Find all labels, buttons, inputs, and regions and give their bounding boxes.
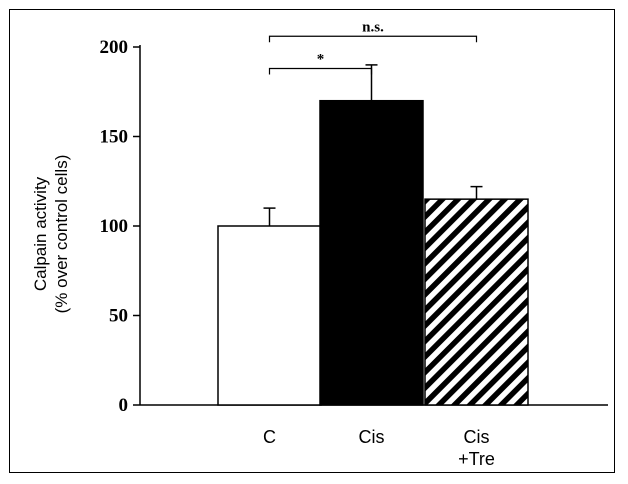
bars-layer [217,99,529,406]
y-tick-label: 0 [119,395,129,416]
bar-c [217,225,322,406]
significance-bracket [268,35,478,43]
bar-cis [319,99,424,406]
significance-label: * [317,51,325,67]
y-axis-label: Calpain activity (% over control cells) [31,155,71,314]
y-tick-label: 50 [109,306,128,327]
significance-layer: * n.s. [268,19,478,75]
y-tick-label: 150 [100,127,129,148]
y-tick-label: 200 [100,37,129,58]
error-bars-layer [263,64,483,226]
significance-bracket [268,67,373,75]
y-axis-label-line1: Calpain activity [31,176,50,291]
y-tick-label: 100 [100,216,129,237]
y-axis-label-line2: (% over control cells) [52,155,71,314]
x-category-label: C [263,427,276,447]
labels-layer: 0 50 100 150 200 Calpain activity (% over cont… [31,37,495,469]
x-category-label: Cis [359,427,385,447]
x-category-label: Cis [464,427,490,447]
x-category-label: +Tre [458,449,495,469]
bar-cis-tre [424,198,529,406]
significance-label: n.s. [362,19,384,35]
